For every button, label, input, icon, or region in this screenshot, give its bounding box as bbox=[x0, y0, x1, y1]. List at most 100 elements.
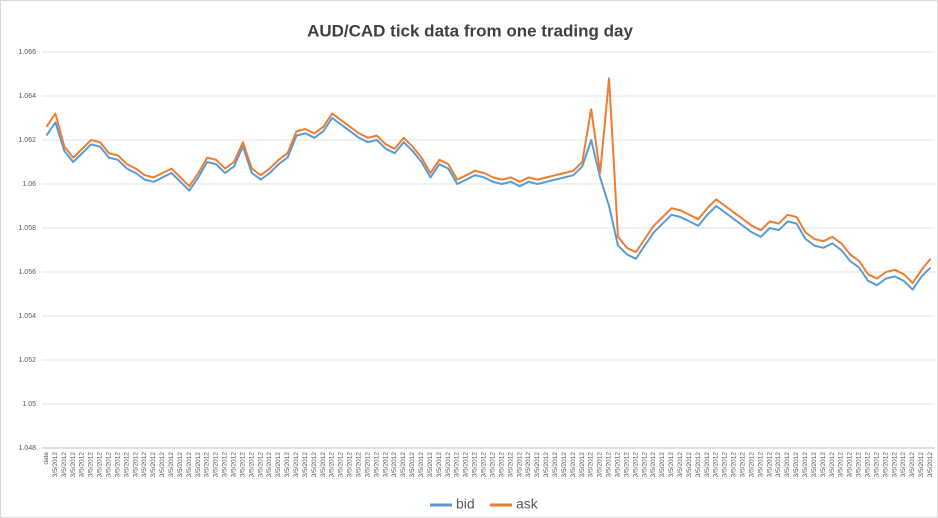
y-tick-label: 1.058 bbox=[18, 225, 36, 232]
x-tick-label: 3/5/2012 bbox=[177, 452, 184, 478]
x-tick-label: 3/5/2012 bbox=[159, 452, 166, 478]
y-tick-label: 1.05 bbox=[22, 401, 36, 408]
x-tick-label: 3/5/2012 bbox=[641, 452, 648, 478]
x-tick-label: 3/5/2012 bbox=[266, 452, 273, 478]
x-tick-label: 3/5/2012 bbox=[168, 452, 175, 478]
x-tick-label: 3/5/2012 bbox=[588, 452, 595, 478]
x-tick-label: 3/5/2012 bbox=[713, 452, 720, 478]
line-series bbox=[45, 117, 932, 291]
x-tick-label: 3/5/2012 bbox=[802, 452, 809, 478]
x-tick-label: 3/5/2012 bbox=[454, 452, 461, 478]
x-tick-label: 3/5/2012 bbox=[856, 452, 863, 478]
x-tick-label: 3/5/2012 bbox=[757, 452, 764, 478]
x-tick-label: 3/5/2012 bbox=[668, 452, 675, 478]
x-tick-label: 3/5/2012 bbox=[838, 452, 845, 478]
x-tick-label: 3/5/2012 bbox=[597, 452, 604, 478]
x-tick-label: 3/5/2012 bbox=[213, 452, 220, 478]
x-tick-label: 3/5/2012 bbox=[391, 452, 398, 478]
x-tick-label: 3/5/2012 bbox=[427, 452, 434, 478]
y-tick-label: 1.06 bbox=[22, 181, 36, 188]
x-tick-label: 3/5/2012 bbox=[748, 452, 755, 478]
x-tick-label: date bbox=[43, 452, 50, 465]
x-tick-label: 3/5/2012 bbox=[347, 452, 354, 478]
x-tick-label: 3/5/2012 bbox=[257, 452, 264, 478]
x-tick-label: 3/5/2012 bbox=[52, 452, 59, 478]
x-tick-label: 3/5/2012 bbox=[686, 452, 693, 478]
x-tick-label: 3/5/2012 bbox=[543, 452, 550, 478]
x-tick-label: 3/5/2012 bbox=[400, 452, 407, 478]
x-tick-label: 3/5/2012 bbox=[97, 452, 104, 478]
x-tick-label: 3/5/2012 bbox=[909, 452, 916, 478]
x-tick-label: 3/5/2012 bbox=[507, 452, 514, 478]
x-tick-label: 3/5/2012 bbox=[141, 452, 148, 478]
x-tick-label: 3/5/2012 bbox=[820, 452, 827, 478]
x-tick-label: 3/5/2012 bbox=[606, 452, 613, 478]
x-tick-label: 3/5/2012 bbox=[114, 452, 121, 478]
x-tick-label: 3/5/2012 bbox=[561, 452, 568, 478]
x-tick-label: 3/5/2012 bbox=[132, 452, 139, 478]
x-tick-label: 3/5/2012 bbox=[516, 452, 523, 478]
y-tick-label: 1.054 bbox=[18, 313, 36, 320]
y-tick-label: 1.052 bbox=[18, 357, 36, 364]
y-tick-label: 1.064 bbox=[18, 93, 36, 100]
x-tick-label: 3/5/2012 bbox=[204, 452, 211, 478]
x-tick-label: 3/5/2012 bbox=[186, 452, 193, 478]
x-tick-label: 3/5/2012 bbox=[275, 452, 282, 478]
x-tick-label: 3/5/2012 bbox=[623, 452, 630, 478]
line-series bbox=[45, 77, 932, 284]
x-tick-label: 3/5/2012 bbox=[293, 452, 300, 478]
x-tick-label: 3/5/2012 bbox=[70, 452, 77, 478]
x-tick-label: 3/5/2012 bbox=[105, 452, 112, 478]
x-tick-label: 3/5/2012 bbox=[320, 452, 327, 478]
x-tick-label: 3/5/2012 bbox=[481, 452, 488, 478]
x-tick-label: 3/5/2012 bbox=[230, 452, 237, 478]
x-tick-label: 3/5/2012 bbox=[865, 452, 872, 478]
x-tick-label: 3/5/2012 bbox=[284, 452, 291, 478]
x-tick-label: 3/5/2012 bbox=[784, 452, 791, 478]
x-tick-label: 3/5/2012 bbox=[614, 452, 621, 478]
x-tick-label: 3/5/2012 bbox=[338, 452, 345, 478]
x-tick-label: 3/5/2012 bbox=[311, 452, 318, 478]
x-tick-label: 3/5/2012 bbox=[123, 452, 130, 478]
x-tick-label: 3/5/2012 bbox=[61, 452, 68, 478]
y-tick-label: 1.066 bbox=[18, 49, 36, 56]
x-tick-label: 3/5/2012 bbox=[793, 452, 800, 478]
x-tick-label: 3/5/2012 bbox=[740, 452, 747, 478]
x-tick-label: 3/5/2012 bbox=[436, 452, 443, 478]
x-tick-label: 3/5/2012 bbox=[927, 452, 934, 478]
x-tick-label: 3/5/2012 bbox=[570, 452, 577, 478]
x-tick-label: 3/5/2012 bbox=[918, 452, 925, 478]
x-tick-label: 3/5/2012 bbox=[722, 452, 729, 478]
x-tick-label: 3/5/2012 bbox=[150, 452, 157, 478]
x-tick-label: 3/5/2012 bbox=[579, 452, 586, 478]
x-tick-label: 3/5/2012 bbox=[222, 452, 229, 478]
x-tick-label: 3/5/2012 bbox=[766, 452, 773, 478]
x-tick-label: 3/5/2012 bbox=[900, 452, 907, 478]
x-tick-label: 3/5/2012 bbox=[525, 452, 532, 478]
x-tick-label: 3/5/2012 bbox=[489, 452, 496, 478]
x-tick-label: 3/5/2012 bbox=[373, 452, 380, 478]
y-tick-label: 1.056 bbox=[18, 269, 36, 276]
x-tick-label: 3/5/2012 bbox=[195, 452, 202, 478]
legend-label: bid bbox=[456, 496, 475, 512]
x-tick-label: 3/5/2012 bbox=[847, 452, 854, 478]
x-tick-label: 3/5/2012 bbox=[79, 452, 86, 478]
chart-title: AUD/CAD tick data from one trading day bbox=[307, 21, 633, 40]
x-tick-label: 3/5/2012 bbox=[409, 452, 416, 478]
x-tick-label: 3/5/2012 bbox=[829, 452, 836, 478]
x-tick-label: 3/5/2012 bbox=[463, 452, 470, 478]
x-tick-label: 3/5/2012 bbox=[882, 452, 889, 478]
x-tick-label: 3/5/2012 bbox=[659, 452, 666, 478]
x-tick-label: 3/5/2012 bbox=[891, 452, 898, 478]
x-tick-label: 3/5/2012 bbox=[731, 452, 738, 478]
x-tick-label: 3/5/2012 bbox=[329, 452, 336, 478]
x-tick-label: 3/5/2012 bbox=[650, 452, 657, 478]
x-tick-label: 3/5/2012 bbox=[552, 452, 559, 478]
x-tick-label: 3/5/2012 bbox=[445, 452, 452, 478]
x-tick-label: 3/5/2012 bbox=[632, 452, 639, 478]
x-tick-label: 3/5/2012 bbox=[356, 452, 363, 478]
x-tick-label: 3/5/2012 bbox=[811, 452, 818, 478]
